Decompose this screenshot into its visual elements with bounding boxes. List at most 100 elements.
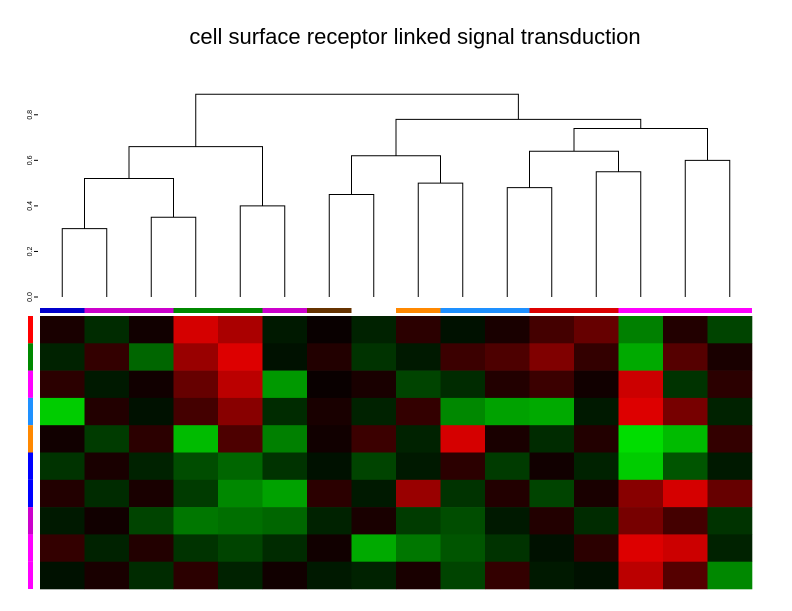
heatmap-cell [663,343,708,371]
heatmap-cell [485,534,530,562]
heatmap-cell [440,452,486,481]
heatmap-cell [663,534,708,562]
heatmap-cell [173,425,219,453]
heatmap-cell [262,425,308,453]
heatmap-cell [218,561,263,590]
heatmap-cell [485,316,530,344]
dendrogram-link [195,93,519,147]
heatmap-cell [351,343,397,371]
column-group [351,308,396,313]
heatmap-cell [40,479,85,508]
column-group [618,308,752,313]
heatmap-cell [307,452,352,481]
heatmap-cell [262,370,308,399]
heatmap-cell [440,534,486,562]
heatmap-cell [663,507,708,535]
heatmap-cell [218,316,263,344]
dendrogram-link [239,205,286,297]
heatmap-cell [618,397,664,426]
y-tick-label: 0.4 [27,201,34,211]
y-tick-label: 0.8 [27,110,34,120]
row-group [28,507,33,535]
heatmap-cell [84,452,130,481]
heatmap-cell [574,425,619,453]
heatmap-cell [84,561,130,590]
heatmap-cell [351,534,397,562]
row-group [28,479,33,508]
row-group [28,534,33,562]
column-group [84,308,174,313]
heatmap-cell [663,479,708,508]
heatmap-cell [262,397,308,426]
dendrogram-link [128,146,263,206]
dendrogram-link [150,216,197,297]
heatmap-cell [485,479,530,508]
column-group [529,308,619,313]
heatmap-cell [351,507,397,535]
heatmap-cell [307,479,352,508]
heatmap-cell [173,370,219,399]
column-group [40,308,85,313]
heatmap-cell [173,561,219,590]
row-group [28,316,33,344]
heatmap-cell [262,507,308,535]
heatmap-cell [618,452,664,481]
heatmap-cell [707,397,753,426]
heatmap-cell [40,452,85,481]
heatmap-cell [663,561,708,590]
heatmap-cell [440,316,486,344]
heatmap-cell [262,479,308,508]
heatmap-cell [84,397,130,426]
heatmap-cell [40,507,85,535]
heatmap-cell [218,397,263,426]
heatmap-cell [396,561,441,590]
heatmap-cell [618,316,664,344]
heatmap-cell [307,397,352,426]
heatmap-cell [396,370,441,399]
heatmap-cell [618,425,664,453]
heatmap-cell [262,534,308,562]
heatmap-cell [440,507,486,535]
heatmap-cell [707,507,753,535]
column-group [396,308,441,313]
heatmap-cell [351,479,397,508]
heatmap-cell [173,507,219,535]
heatmap-cell [84,425,130,453]
heatmap-cell [84,316,130,344]
heatmap-cell [40,534,85,562]
heatmap-cell [307,534,352,562]
heatmap-cell [485,370,530,399]
heatmap-cell [173,479,219,508]
heatmap-cell [218,452,263,481]
dendrogram-link [573,127,708,161]
row-group [28,561,33,589]
heatmap-cell [396,397,441,426]
heatmap-cell [396,534,441,562]
heatmap-cell [396,316,441,344]
dendrogram-link [684,159,731,297]
heatmap-cell [707,316,753,344]
dendrogram-link [417,182,464,297]
heatmap-cell [707,343,753,371]
heatmap-cell [396,507,441,535]
heatmap-cell [396,343,441,371]
heatmap-cell [707,452,753,481]
heatmap-cell [574,507,619,535]
heatmap-cell [529,452,575,481]
heatmap-cell [485,561,530,590]
dendrogram-link [395,118,642,156]
heatmap-cell [40,343,85,371]
heatmap-cell [351,425,397,453]
heatmap-cell [618,479,664,508]
heatmap-cell [173,452,219,481]
heatmap-cell [485,397,530,426]
heatmap-cell [129,425,174,453]
dendrogram-link [328,194,375,297]
heatmap-cell [129,316,174,344]
heatmap-cell [218,534,263,562]
heatmap-cell [84,370,130,399]
heatmap-cell [40,316,85,344]
heatmap-cell [396,452,441,481]
heatmap-cell [129,479,174,508]
